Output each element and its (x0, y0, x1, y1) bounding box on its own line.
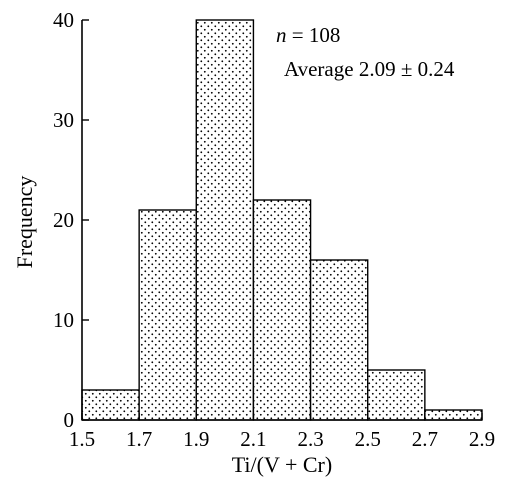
y-tick-label: 10 (53, 308, 74, 332)
y-tick-label: 40 (53, 8, 74, 32)
n-symbol: n (276, 23, 287, 47)
x-tick-label: 1.9 (183, 427, 209, 451)
x-tick-label: 2.9 (469, 427, 495, 451)
histogram-bar (367, 369, 426, 421)
histogram-bar (252, 199, 312, 421)
y-tick-label: 20 (53, 208, 74, 232)
n-value: = 108 (287, 23, 341, 47)
y-tick-label: 30 (53, 108, 74, 132)
x-tick-label: 2.5 (355, 427, 381, 451)
histogram-bars (81, 19, 483, 421)
histogram-bar (138, 209, 197, 421)
x-tick-label: 2.1 (240, 427, 266, 451)
histogram-bar (195, 19, 255, 421)
x-axis-title: Ti/(V + Cr) (232, 452, 332, 477)
histogram-bar (424, 409, 483, 421)
y-axis-title: Frequency (12, 176, 37, 269)
average-annotation: Average 2.09 ± 0.24 (284, 57, 455, 81)
x-tick-label: 2.3 (297, 427, 323, 451)
x-tick-label: 2.7 (412, 427, 438, 451)
histogram-bar (309, 259, 369, 421)
x-axis-ticks: 1.5 1.7 1.9 2.1 2.3 2.5 2.7 2.9 (69, 413, 495, 451)
y-tick-label: 0 (64, 408, 75, 432)
x-tick-label: 1.7 (126, 427, 152, 451)
x-tick-label: 1.5 (69, 427, 95, 451)
y-axis-ticks: 0 10 20 30 40 (53, 8, 89, 432)
sample-size-annotation: n = 108 (276, 23, 340, 47)
histogram-bar (81, 389, 140, 421)
